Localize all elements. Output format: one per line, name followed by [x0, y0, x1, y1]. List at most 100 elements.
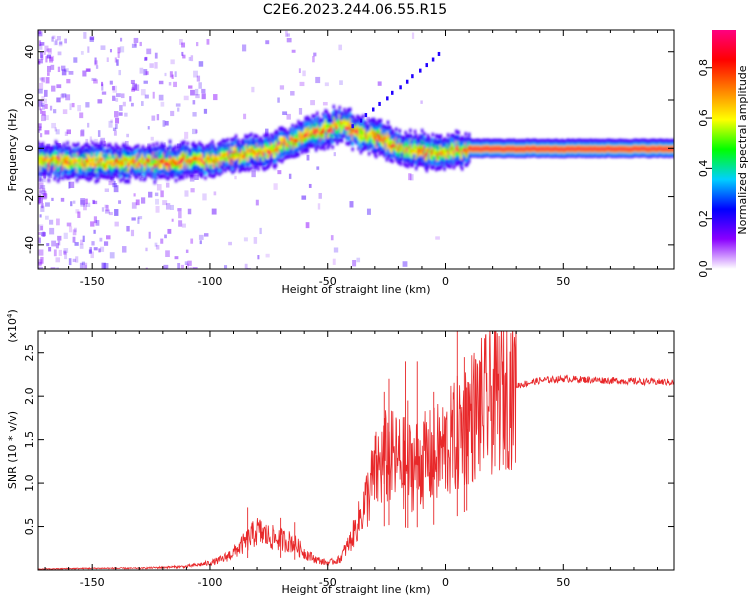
spectrogram-speckle: [170, 110, 175, 117]
spectrogram-cell: [201, 145, 205, 150]
spectrogram-speckle: [188, 85, 193, 89]
spectrogram-speckle: [53, 40, 58, 46]
spectrogram-speckle: [169, 71, 173, 78]
spectrogram-cell: [278, 157, 281, 162]
spectrogram-speckle: [160, 190, 164, 198]
spectrogram-cell: [378, 125, 381, 130]
spectrogram-speckle: [105, 204, 109, 212]
spectrogram-cell: [415, 133, 418, 138]
spectrogram-cell: [57, 146, 60, 151]
spectrogram-cell: [197, 164, 200, 169]
spectrogram-speckle: [80, 239, 84, 245]
spectrogram-speckle: [61, 93, 67, 98]
spectrogram-cell: [425, 168, 429, 173]
spectrogram-cell: [91, 140, 94, 145]
spectrogram-speckle: [251, 86, 255, 93]
spectrogram-cell: [281, 152, 285, 157]
spectrogram-speckle: [39, 77, 44, 81]
spectrogram-cell: [79, 155, 82, 160]
spectrogram-cell: [386, 137, 390, 142]
spectrogram-cell: [359, 139, 363, 144]
spectrogram-cell: [391, 129, 394, 134]
spectrogram-x-label: Height of straight line (km): [281, 283, 430, 296]
spectrogram-cell: [121, 165, 125, 170]
spectrogram-cell: [247, 162, 251, 167]
spectrogram-speckle: [40, 190, 46, 195]
colorbar-tick-label: 0.0: [697, 260, 710, 278]
chart-title: C2E6.2023.244.06.55.R15: [263, 2, 447, 18]
spectrogram-speckle: [174, 71, 177, 78]
spectrogram-speckle: [131, 86, 135, 90]
spectrogram-speckle: [105, 209, 110, 214]
spectrogram-cell: [233, 147, 237, 152]
spectrogram-speckle: [171, 74, 174, 80]
spectrogram-cell: [324, 130, 327, 135]
spectrogram-cell: [92, 171, 95, 176]
spectrogram-cell: [333, 109, 337, 114]
spectrogram-cell: [167, 158, 171, 163]
spectrogram-cell: [370, 118, 373, 123]
spectrogram-speckle: [196, 75, 201, 82]
spectrogram-speckle: [38, 123, 42, 131]
spectrogram-speckle: [65, 148, 68, 153]
spectrogram-speckle: [38, 44, 43, 50]
spectrogram-speckle: [124, 140, 129, 146]
spectrogram-speckle: [106, 57, 109, 63]
spectrogram-cell: [253, 133, 257, 138]
spectrogram-cell: [296, 138, 299, 143]
spectrogram-cell: [66, 162, 69, 167]
spectrogram-speckle: [140, 197, 146, 204]
spectrogram-cell: [422, 158, 425, 163]
spectrogram-cell: [455, 162, 458, 167]
spectrogram-speckle: [80, 129, 85, 136]
spectrogram-cell: [225, 154, 228, 159]
snr-x-tick-label: 50: [556, 576, 570, 589]
spectrogram-cell: [166, 146, 169, 151]
spectrogram-speckle: [164, 234, 167, 239]
spectrogram-cell: [65, 160, 68, 165]
spectrogram-speckle: [113, 180, 116, 185]
spectrogram-cell: [350, 127, 353, 132]
spectrogram-cell: [359, 144, 363, 149]
spectrogram-speckle: [92, 199, 95, 204]
spectrogram-speckle: [201, 88, 206, 94]
spectrogram-cell: [273, 148, 277, 153]
spectrogram-cell: [279, 140, 283, 145]
spectrogram-cell: [102, 148, 106, 153]
spectrogram-speckle: [97, 99, 103, 104]
spectrogram-cell: [367, 119, 371, 124]
spectrogram-cell: [395, 127, 398, 132]
spectrogram-cell: [320, 142, 324, 147]
spectrogram-cell: [273, 132, 277, 137]
spectrogram-speckle: [74, 242, 79, 246]
spectrogram-cell: [68, 146, 72, 151]
spectrogram-cell: [110, 145, 113, 150]
spectrogram-speckle: [201, 93, 206, 100]
spectrogram-speckle: [56, 36, 61, 41]
spectrogram-cell: [38, 153, 41, 158]
spectrogram-cell: [181, 142, 185, 147]
spectrogram-cell: [157, 158, 160, 163]
spectrogram-cell: [163, 144, 166, 149]
spectrogram-cell: [312, 127, 315, 132]
spectrogram-cell: [378, 131, 381, 136]
spectrogram-cell: [345, 141, 348, 146]
spectrogram-speckle: [51, 36, 54, 42]
spectrogram-speckle: [435, 236, 440, 240]
spectrogram-speckle: [86, 68, 91, 72]
spectrogram-cell: [101, 161, 105, 166]
spectrogram-speckle: [38, 30, 42, 35]
snr-x-label: Height of straight line (km): [281, 583, 430, 596]
spectrogram-cell: [57, 178, 60, 183]
spectrogram-cell: [108, 148, 112, 153]
spectrogram-speckle: [122, 101, 126, 107]
spectrogram-cell: [98, 145, 101, 150]
spectrogram-cell: [430, 147, 433, 152]
spectrogram-cell: [272, 139, 275, 144]
spectrogram-speckle: [286, 37, 292, 43]
spectrogram-speckle: [167, 228, 172, 234]
spectrogram-speckle: [132, 83, 138, 90]
spectrogram-speckle: [152, 91, 155, 99]
spectrogram-cell: [224, 139, 227, 144]
spectrogram-cell: [455, 129, 458, 134]
